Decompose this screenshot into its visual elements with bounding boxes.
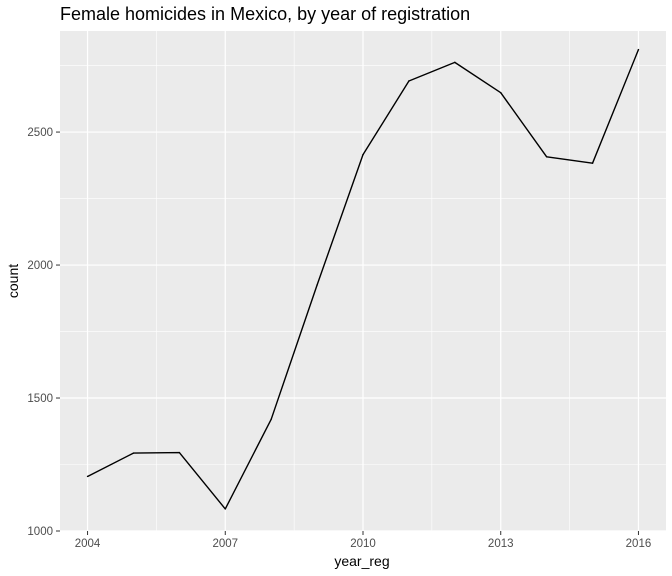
chart-title: Female homicides in Mexico, by year of r… — [60, 4, 470, 24]
data-point — [316, 284, 318, 286]
x-axis-title: year_reg — [334, 553, 389, 569]
x-tick-label: 2004 — [75, 538, 101, 550]
data-point — [270, 418, 272, 420]
data-point — [178, 451, 181, 454]
y-axis: 1000 1500 2000 2500 — [27, 127, 60, 538]
x-tick-label: 2007 — [212, 538, 238, 550]
data-point — [500, 92, 502, 94]
x-tick-label: 2016 — [626, 538, 652, 550]
data-point — [591, 162, 594, 164]
x-tick-label: 2010 — [350, 538, 376, 550]
y-tick-label: 2000 — [27, 260, 53, 272]
data-point — [132, 452, 135, 454]
data-point — [224, 508, 226, 510]
data-point — [454, 61, 456, 64]
y-axis-title: count — [5, 264, 21, 298]
series-layer — [86, 48, 640, 510]
y-tick-label: 1000 — [27, 526, 53, 538]
x-tick-label: 2013 — [488, 538, 514, 550]
y-tick-label: 2500 — [27, 127, 53, 139]
data-point — [545, 156, 548, 158]
data-point — [408, 80, 410, 82]
data-point — [637, 48, 640, 51]
data-point — [362, 153, 364, 156]
data-point — [86, 475, 89, 478]
x-axis: 2004 2007 2010 2013 2016 — [75, 531, 652, 550]
y-tick-label: 1500 — [27, 393, 53, 405]
